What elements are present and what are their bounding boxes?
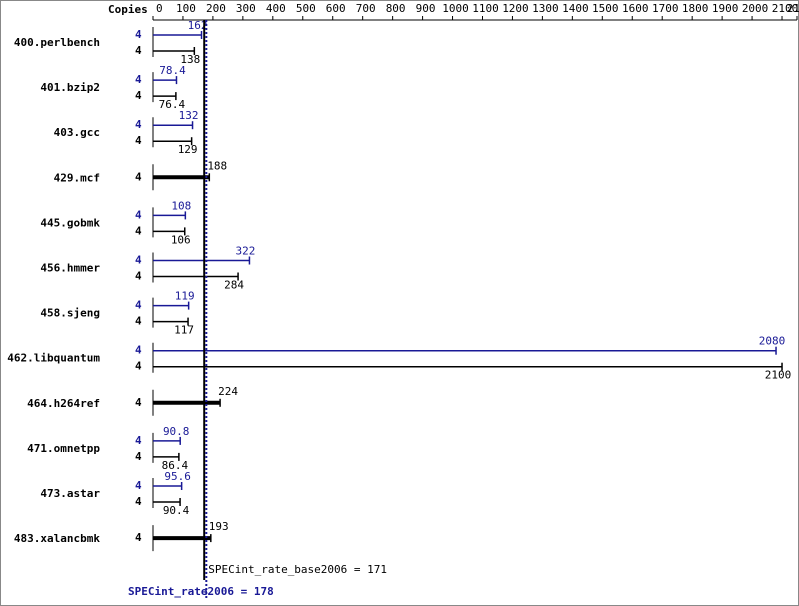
copies: 4 [135,89,142,102]
x-tick-label: 100 [176,2,196,15]
axis-title: Copies [108,3,148,16]
value-label: 90.8 [163,425,190,438]
x-tick-label: 0 [156,2,163,15]
benchmark-label: 473.astar [40,487,100,500]
copies: 4 [135,270,142,283]
x-tick-label: 2100 [772,2,799,15]
copies: 4 [135,224,142,237]
x-tick-label: 300 [236,2,256,15]
x-tick-label: 1700 [652,2,679,15]
copies: 4 [135,254,142,267]
value-label: 129 [178,143,198,156]
value-label: 2080 [759,335,786,348]
copies: 4 [135,434,142,447]
x-tick-label: 1000 [442,2,469,15]
copies: 4 [135,344,142,357]
copies: 4 [135,479,142,492]
value-label: 76.4 [159,98,186,111]
x-tick-label: 2000 [742,2,769,15]
value-label: 193 [209,520,229,533]
reference-label: SPECint_rate2006 = 178 [128,585,274,598]
x-tick-label: 200 [206,2,226,15]
copies: 4 [135,299,142,312]
benchmark-label: 456.hmmer [40,262,100,275]
copies: 4 [135,396,142,409]
benchmark-label: 462.libquantum [7,352,100,365]
value-label: 224 [218,385,238,398]
value-label: 90.4 [163,504,190,517]
value-label: 86.4 [162,459,189,472]
copies: 4 [135,73,142,86]
copies: 4 [135,531,142,544]
x-tick-label: 1400 [562,2,589,15]
copies: 4 [135,360,142,373]
value-label: 162 [188,19,208,32]
copies: 4 [135,495,142,508]
copies: 4 [135,170,142,183]
value-label: 284 [224,279,244,292]
reference-label: SPECint_rate_base2006 = 171 [208,563,387,576]
x-tick-label: 500 [296,2,316,15]
benchmark-label: 471.omnetpp [27,442,100,455]
x-tick-label: 400 [266,2,286,15]
x-tick-label: 1500 [592,2,619,15]
value-label: 106 [171,233,191,246]
benchmark-label: 464.h264ref [27,397,100,410]
x-tick-label: 700 [356,2,376,15]
value-label: 108 [171,199,191,212]
benchmark-label: 458.sjeng [40,307,100,320]
value-label: 2100 [765,369,792,382]
value-label: 117 [174,324,194,337]
copies: 4 [135,208,142,221]
benchmark-label: 429.mcf [54,171,100,184]
copies: 4 [135,450,142,463]
benchmark-label: 400.perlbench [14,36,100,49]
benchmark-label: 445.gobmk [40,216,100,229]
x-tick-label: 2150 [787,2,799,15]
value-label: 95.6 [164,470,191,483]
copies: 4 [135,28,142,41]
x-tick-label: 800 [386,2,406,15]
x-tick-label: 1900 [712,2,739,15]
benchmark-label: 483.xalancbmk [14,532,100,545]
value-label: 322 [236,245,256,258]
benchmark-label: 401.bzip2 [40,81,100,94]
value-label: 132 [179,109,199,122]
copies: 4 [135,44,142,57]
copies: 4 [135,134,142,147]
benchmark-label: 403.gcc [54,126,100,139]
x-tick-label: 1800 [682,2,709,15]
value-label: 119 [175,290,195,303]
x-tick-label: 900 [416,2,436,15]
value-label: 188 [207,159,227,172]
value-label: 138 [180,53,200,66]
x-tick-label: 1200 [502,2,529,15]
x-tick-label: 600 [326,2,346,15]
value-label: 78.4 [159,64,186,77]
copies: 4 [135,118,142,131]
x-tick-label: 1600 [622,2,649,15]
x-tick-label: 1300 [532,2,559,15]
x-tick-label: 1100 [472,2,499,15]
copies: 4 [135,315,142,328]
